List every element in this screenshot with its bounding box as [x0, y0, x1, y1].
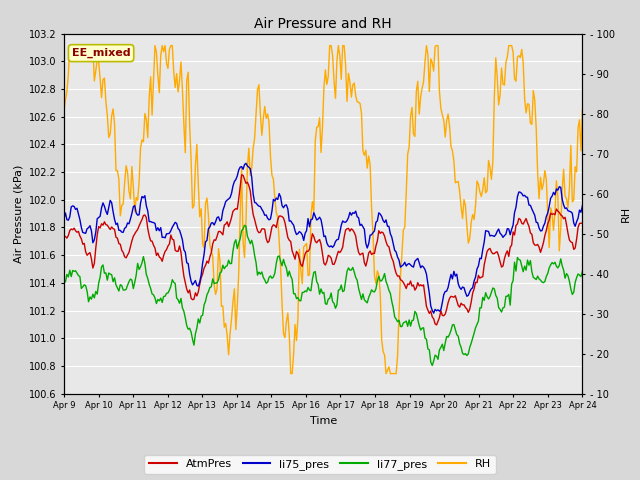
Title: Air Pressure and RH: Air Pressure and RH	[254, 17, 392, 31]
Text: EE_mixed: EE_mixed	[72, 48, 131, 58]
Legend: AtmPres, li75_pres, li77_pres, RH: AtmPres, li75_pres, li77_pres, RH	[145, 455, 495, 474]
Y-axis label: RH: RH	[621, 205, 630, 222]
X-axis label: Time: Time	[310, 416, 337, 426]
Y-axis label: Air Pressure (kPa): Air Pressure (kPa)	[13, 165, 23, 263]
